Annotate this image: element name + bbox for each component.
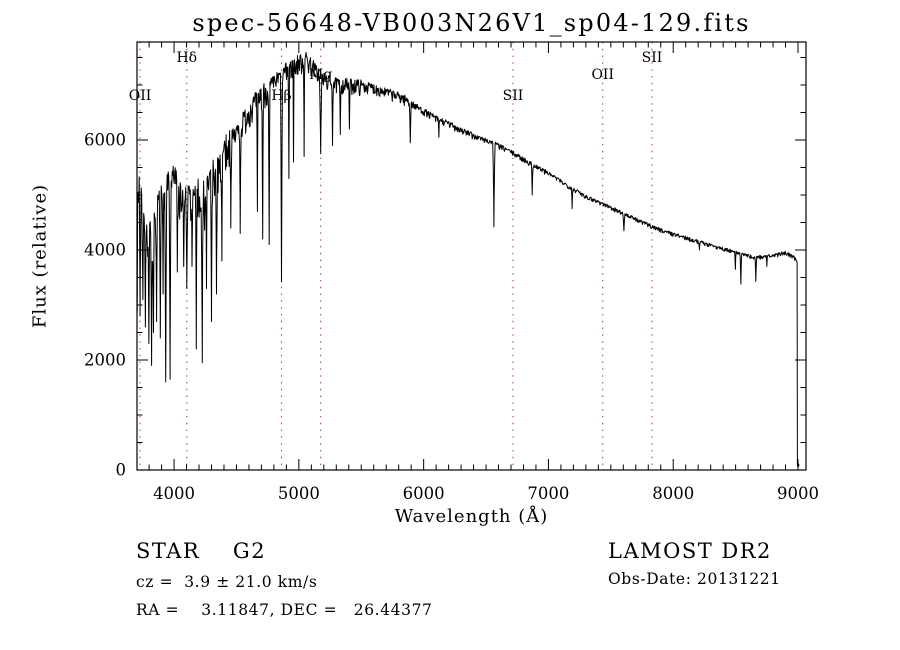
plot-border: [136, 41, 807, 471]
spectrum-trace: [136, 51, 800, 467]
x-tick-label: 8000: [652, 484, 694, 503]
x-tick-label: 6000: [403, 484, 445, 503]
x-tick-label: 5000: [278, 484, 320, 503]
object-class-and-subclass: STAR G2: [136, 539, 267, 563]
radial-velocity-line: cz = 3.9 ± 21.0 km/s: [136, 573, 318, 591]
spectral-marker-label: SII: [503, 88, 524, 104]
x-tick-label: 7000: [527, 484, 569, 503]
y-tick-label: 2000: [84, 351, 126, 370]
y-tick-label: 4000: [84, 241, 126, 260]
spectral-marker-label: Hβ: [271, 88, 291, 104]
spectral-marker-label: OII: [129, 88, 152, 104]
ra-dec-line: RA = 3.11847, DEC = 26.44377: [136, 601, 433, 619]
x-tick-label: 4000: [153, 484, 195, 503]
spectral-marker-label: SII: [642, 50, 663, 66]
x-tick-label: 9000: [777, 484, 819, 503]
obs-date-label: Obs-Date: 20131221: [608, 570, 781, 588]
survey-release-label: LAMOST DR2: [608, 539, 772, 563]
y-tick-label: 0: [116, 461, 127, 480]
spectral-marker-label: OII: [591, 67, 614, 83]
plot-title: spec-56648-VB003N26V1_sp04-129.fits: [192, 9, 751, 37]
spectral-marker-label: Hδ: [176, 50, 197, 66]
x-axis-title: Wavelength (Å): [394, 506, 549, 527]
y-tick-label: 6000: [84, 131, 126, 150]
